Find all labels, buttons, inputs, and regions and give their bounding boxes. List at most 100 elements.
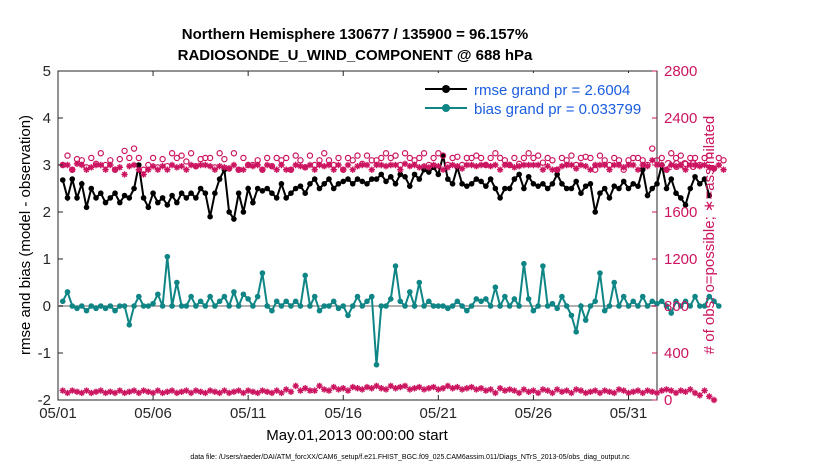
rmse-point [578, 190, 584, 196]
rmse-point [625, 185, 632, 192]
bias-point [212, 303, 218, 309]
assimilated_low-point [658, 387, 665, 394]
rmse-point [573, 178, 579, 185]
assimilated-point [263, 161, 271, 169]
assimilated_low-point [473, 386, 480, 393]
assimilated-point [539, 166, 547, 173]
assimilated-point [363, 161, 371, 169]
rmse-point [383, 178, 389, 185]
rmse-point [307, 181, 313, 187]
assimilated_low-point [225, 389, 233, 397]
assimilated_low-point [392, 385, 399, 392]
bias-point [292, 298, 299, 305]
bias-point [677, 303, 684, 309]
bias-point [117, 303, 123, 309]
assimilated_low-point [221, 387, 228, 394]
assimilated_low-point [78, 389, 85, 397]
assimilated-point [116, 164, 124, 171]
rmse-point [202, 190, 209, 196]
assimilated_low-point [439, 385, 447, 392]
assimilated-point [611, 161, 618, 169]
possible-point [511, 154, 518, 162]
assimilated-point [107, 161, 114, 169]
assimilated_low-point [525, 388, 532, 395]
bias-point [673, 298, 679, 305]
assimilated-point [292, 161, 299, 169]
assimilated-point [449, 161, 456, 169]
assimilated_low-point [534, 389, 542, 397]
assimilated_low-point [130, 387, 138, 394]
possible-point [121, 147, 128, 155]
rmse-point [240, 209, 247, 215]
assimilated-point [720, 166, 727, 173]
rmse-point [511, 176, 518, 182]
rmse-point [478, 178, 484, 185]
assimilated-point [349, 166, 356, 173]
bias-point [611, 279, 618, 286]
bias-point [492, 284, 499, 291]
bias-point [497, 303, 503, 309]
assimilated_low-point [615, 386, 623, 393]
assimilated_low-point [401, 382, 409, 390]
assimilated_low-point [677, 387, 684, 394]
assimilated_low-point [706, 393, 713, 400]
rmse-point [97, 190, 104, 196]
rmse-point [445, 176, 451, 182]
assimilated_low-point [211, 388, 219, 395]
assimilated_low-point [344, 387, 352, 394]
bias-point [392, 263, 399, 269]
bias-point [216, 298, 223, 305]
assimilated_low-point [216, 389, 223, 397]
y-right-tick-label: 2800 [664, 63, 697, 80]
assimilated_low-point [572, 386, 580, 393]
assimilated_low-point [335, 386, 342, 393]
rmse-point [402, 173, 408, 180]
bias-point [235, 303, 242, 309]
assimilated-point [126, 162, 133, 170]
series-layer [59, 145, 727, 404]
bias-point [464, 307, 470, 314]
assimilated_low-point [187, 389, 195, 397]
bias-point [711, 298, 717, 305]
bias-point [468, 303, 475, 309]
rmse-point [592, 209, 598, 215]
y-left-tick-label: 4 [43, 110, 51, 127]
assimilated_low-point [625, 389, 632, 397]
assimilated-point [639, 161, 646, 169]
y-right-tick-label: 1600 [664, 204, 697, 221]
bias-point [387, 296, 394, 302]
footer-datafile: data file: /Users/raeder/DAI/ATM_forcXX/… [190, 454, 630, 461]
rmse-point [639, 166, 646, 173]
bias-point [473, 296, 480, 302]
possible-point [168, 150, 176, 157]
possible-point [525, 150, 532, 157]
rmse-point [502, 185, 508, 192]
assimilated_low-point [520, 386, 528, 393]
possible-point [187, 150, 195, 157]
bias-point [563, 303, 570, 309]
bias-point [544, 303, 551, 309]
rmse-point [416, 176, 423, 182]
possible-point [454, 153, 461, 160]
bias-point [639, 293, 646, 300]
bias-point [511, 296, 518, 302]
rmse-point [88, 185, 95, 192]
assimilated-point [668, 161, 675, 169]
assimilated-point [249, 162, 257, 170]
assimilated_low-point [454, 383, 461, 391]
bias-point [278, 303, 285, 309]
possible-point [354, 152, 361, 159]
bias-point [259, 270, 266, 276]
assimilated-point [411, 161, 418, 169]
assimilated_low-point [73, 388, 81, 395]
bias-point [383, 303, 389, 309]
possible-point [706, 152, 713, 159]
assimilated_low-point [701, 387, 708, 394]
assimilated-point [463, 161, 471, 169]
assimilated-point [482, 161, 490, 169]
bias-point [606, 303, 613, 309]
assimilated-point [515, 162, 523, 170]
bias-point [535, 303, 541, 309]
bias-point [197, 298, 204, 305]
rmse-point [692, 173, 698, 180]
